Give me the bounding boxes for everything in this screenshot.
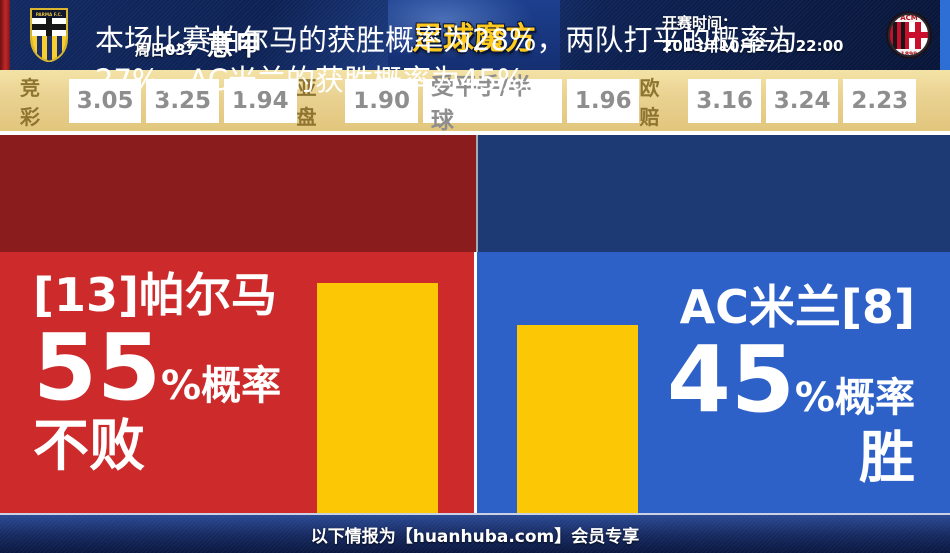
summary-away-background (476, 135, 950, 252)
probability-summary-band (0, 135, 950, 252)
home-outcome-label: 不败 (33, 414, 145, 480)
summary-line-2: 27%，AC米兰的获胜概率为45%。 (95, 63, 554, 97)
oupei-draw-odds: 3.24 (765, 78, 839, 123)
away-panel-text: AC米兰[8] 45 %概率 胜 (667, 280, 915, 489)
odds-bar: 竞彩 3.05 3.25 1.94 亚盘 1.90 受平手/半球 1.96 欧赔… (0, 70, 950, 134)
panel-divider (474, 252, 477, 513)
jingcai-label: 竞彩 (20, 75, 40, 129)
home-panel-text: [13]帕尔马 55 %概率 不败 (33, 268, 281, 477)
home-probability-bar (317, 283, 438, 513)
separator-line (0, 131, 950, 135)
yapan-handicap: 受平手/半球 (422, 74, 562, 134)
league-name: 意甲 (206, 31, 265, 62)
odds-group-jingcai: 竞彩 3.05 3.25 1.94 (20, 72, 297, 130)
footer-notice-text: 以下情报为【huanhuba.com】会员专享 (310, 526, 640, 547)
summary-home-background (0, 135, 476, 252)
home-team-name: [13]帕尔马 (33, 268, 278, 322)
left-red-accent-strip (0, 0, 10, 70)
oupei-label: 欧赔 (639, 75, 660, 129)
kickoff-datetime: 2013年10月27日 22:00 (662, 37, 844, 55)
ac-milan-crest-icon: ACM 1899 (884, 11, 934, 63)
yapan-away-odds: 1.96 (566, 78, 640, 123)
milan-badge-text: ACM (900, 14, 918, 22)
away-probability-value: 45 (666, 326, 795, 434)
home-probability-row: 55 %概率 (33, 322, 281, 414)
yapan-label: 亚盘 (296, 75, 317, 129)
home-probability-value: 55 (33, 314, 162, 422)
kickoff-info: 开赛时间： 2013年10月27日 22:00 (662, 12, 843, 58)
parma-badge-text: PARMA F.C. (36, 12, 63, 17)
jingcai-draw-odds: 3.25 (146, 78, 219, 123)
round-label: 周日037 (135, 41, 197, 59)
jingcai-home-odds: 3.05 (68, 78, 142, 123)
odds-group-yapan: 亚盘 1.90 受平手/半球 1.96 (296, 72, 640, 134)
home-probability-suffix: %概率 (161, 363, 282, 410)
away-probability-bar (517, 325, 638, 513)
home-team-panel: [13]帕尔马 55 %概率 不败 (0, 252, 474, 513)
milan-badge-year: 1899 (901, 51, 918, 58)
right-blue-accent-strip (940, 0, 950, 70)
oupei-away-odds: 2.23 (843, 78, 916, 123)
brand-logo: 足球魔方 (412, 20, 536, 57)
parma-crest-icon: PARMA F.C. (30, 8, 68, 66)
match-info: 周日037 意甲 (135, 0, 264, 70)
probability-summary-text: 本场比赛帕尔马的获胜概率为28%，两队打平的概率为 27%，AC米兰的获胜概率为… (95, 20, 797, 100)
away-team-panel: AC米兰[8] 45 %概率 胜 (477, 252, 950, 513)
match-header: PARMA F.C. 周日037 意甲 足球魔方 (0, 0, 950, 70)
probability-panels: [13]帕尔马 55 %概率 不败 AC米兰[8] 45 %概率 胜 (0, 252, 950, 513)
away-probability-row: 45 %概率 (667, 334, 915, 426)
summary-line-1: 本场比赛帕尔马的获胜概率为28%，两队打平的概率为 (95, 23, 798, 57)
away-team-name: AC米兰[8] (679, 280, 915, 334)
away-outcome-label: 胜 (859, 426, 915, 492)
yapan-home-odds: 1.90 (345, 78, 418, 123)
oupei-home-odds: 3.16 (688, 78, 761, 123)
jingcai-away-odds: 1.94 (223, 78, 297, 123)
footer-bar: 以下情报为【huanhuba.com】会员专享 (0, 513, 950, 553)
away-probability-suffix: %概率 (794, 375, 915, 422)
odds-group-oupei: 欧赔 3.16 3.24 2.23 (639, 72, 916, 130)
kickoff-label: 开赛时间： (662, 14, 738, 32)
brand-banner: 足球魔方 (388, 0, 560, 70)
